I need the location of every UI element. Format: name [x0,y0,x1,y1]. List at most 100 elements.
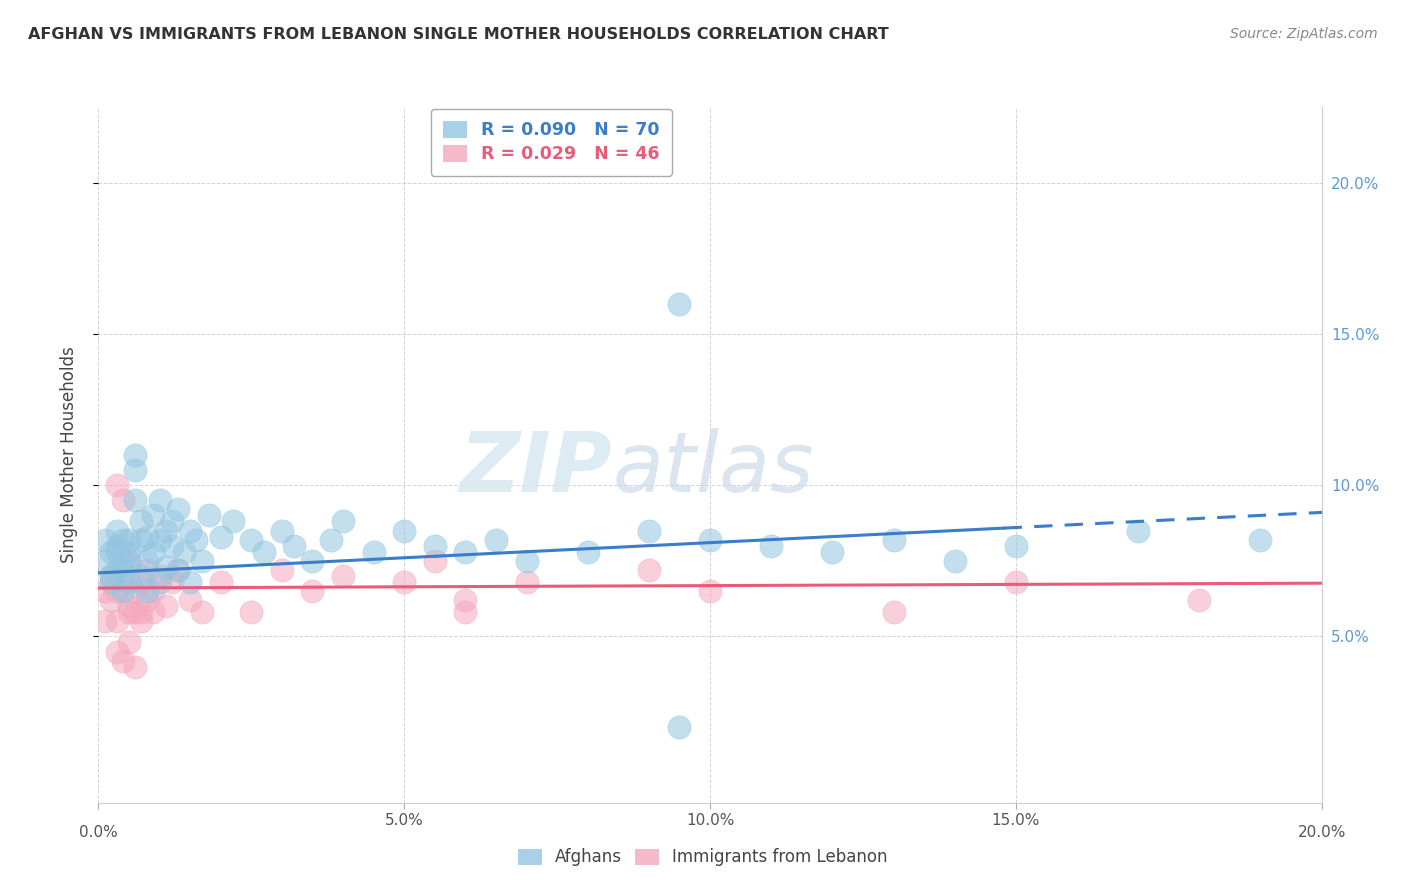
Point [191,605,214,619]
Point [105,584,128,599]
Point [209,574,232,589]
Point [363,545,385,559]
Point [186,533,208,547]
Point [516,574,538,589]
Legend: Afghans, Immigrants from Lebanon: Afghans, Immigrants from Lebanon [510,840,896,875]
Text: 20.0%: 20.0% [1298,825,1346,840]
Point [100,569,122,583]
Point [392,524,416,538]
Point [454,605,477,619]
Point [301,554,323,568]
Point [332,515,354,529]
Point [124,584,146,599]
Point [149,533,172,547]
Point [111,584,134,599]
Point [423,554,446,568]
Point [100,569,122,583]
Point [111,574,134,589]
Point [1249,533,1271,547]
Point [167,563,190,577]
Point [118,605,141,619]
Point [516,554,538,568]
Point [136,563,159,577]
Point [105,615,128,629]
Text: atlas: atlas [612,428,814,509]
Point [252,545,274,559]
Point [222,515,245,529]
Point [129,574,152,589]
Point [118,599,141,614]
Point [142,605,165,619]
Point [118,554,141,568]
Point [392,574,416,589]
Point [821,545,844,559]
Point [883,533,905,547]
Point [129,615,152,629]
Point [883,605,905,619]
Legend: R = 0.090   N = 70, R = 0.029   N = 46: R = 0.090 N = 70, R = 0.029 N = 46 [430,109,672,176]
Point [943,554,966,568]
Point [485,533,508,547]
Point [111,563,134,577]
Point [100,545,122,559]
Point [454,593,477,607]
Point [319,533,342,547]
Point [93,554,115,568]
Point [209,530,232,544]
Point [100,574,122,589]
Point [136,554,159,568]
Point [240,533,263,547]
Point [270,563,292,577]
Point [111,554,134,568]
Point [1128,524,1150,538]
Point [105,478,128,492]
Point [283,539,305,553]
Point [105,539,128,553]
Point [124,463,146,477]
Point [332,569,354,583]
Point [118,574,141,589]
Point [118,545,141,559]
Point [1004,539,1026,553]
Point [129,515,152,529]
Text: 0.0%: 0.0% [79,825,118,840]
Point [149,574,172,589]
Point [129,569,152,583]
Point [301,584,323,599]
Point [105,644,128,658]
Point [173,545,195,559]
Point [136,584,159,599]
Point [637,524,661,538]
Point [668,296,690,310]
Text: ZIP: ZIP [460,428,612,509]
Point [142,545,165,559]
Point [129,605,152,619]
Point [576,545,599,559]
Point [93,615,115,629]
Point [105,524,128,538]
Point [129,533,152,547]
Point [118,554,141,568]
Point [111,493,134,508]
Point [160,539,183,553]
Point [668,720,690,734]
Point [191,554,214,568]
Point [93,533,115,547]
Point [118,635,141,649]
Point [155,559,177,574]
Point [155,524,177,538]
Point [179,574,201,589]
Point [1188,593,1211,607]
Point [136,593,159,607]
Point [142,584,165,599]
Point [160,574,183,589]
Point [111,654,134,668]
Point [149,569,172,583]
Point [160,515,183,529]
Point [699,533,721,547]
Point [149,493,172,508]
Point [167,502,190,516]
Point [637,563,661,577]
Point [1004,574,1026,589]
Point [155,599,177,614]
